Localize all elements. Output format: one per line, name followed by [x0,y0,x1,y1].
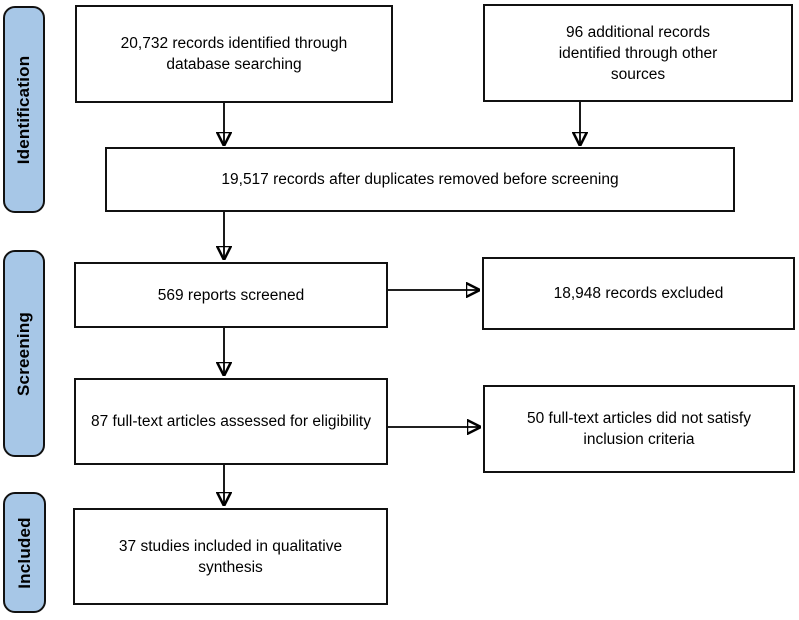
box-after-duplicates: 19,517 records after duplicates removed … [105,147,735,212]
box-reports-screened-text: 569 reports screened [157,286,305,304]
stage-included: Included [3,492,46,613]
box-additional-records-text: 96 additional records identified through… [558,23,718,83]
box-fulltext-assessed: 87 full-text articles assessed for eligi… [74,378,388,465]
box-fulltext-excluded-text: 50 full-text articles did not satisfy in… [527,410,751,448]
box-fulltext-excluded: 50 full-text articles did not satisfy in… [483,385,795,473]
stage-included-label: Included [14,516,34,589]
box-studies-included: 37 studies included in qualitative synth… [73,508,388,605]
box-additional-records: 96 additional records identified through… [483,4,793,102]
stage-identification-label: Identification [14,55,33,164]
box-after-duplicates-text: 19,517 records after duplicates removed … [221,171,619,188]
box-records-identified-text: 20,732 records identified through databa… [120,35,348,73]
box-studies-included-text: 37 studies included in qualitative synth… [118,537,343,576]
box-fulltext-assessed-text: 87 full-text articles assessed for eligi… [91,413,371,430]
box-reports-screened: 569 reports screened [74,262,388,328]
box-records-excluded: 18,948 records excluded [482,257,795,330]
box-records-identified: 20,732 records identified through databa… [75,5,393,103]
stage-screening: Screening [3,250,45,457]
stage-screening-label: Screening [14,311,33,396]
stage-identification: Identification [3,6,45,213]
box-records-excluded-text: 18,948 records excluded [553,285,724,302]
